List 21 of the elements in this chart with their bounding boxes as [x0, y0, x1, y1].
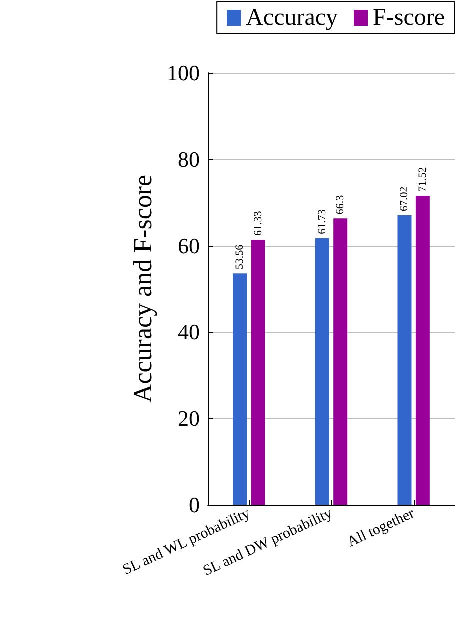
- y-tick-label: 60: [178, 233, 200, 258]
- bar: [315, 238, 330, 505]
- y-tick-label: 20: [178, 406, 200, 432]
- y-axis-title: Accuracy and F-score: [128, 174, 158, 404]
- data-label: 53.56: [234, 244, 246, 270]
- y-tick-label: 100: [167, 60, 200, 86]
- legend-label: F-score: [373, 5, 446, 31]
- bar: [251, 240, 266, 505]
- y-tick-label: 40: [178, 320, 200, 345]
- y-tick-label: 0: [189, 492, 200, 518]
- data-label: 71.52: [416, 167, 429, 192]
- data-label: 61.33: [252, 210, 264, 236]
- y-tick-label: 80: [178, 146, 200, 172]
- bar: [416, 196, 430, 505]
- bar: [233, 274, 248, 505]
- data-label: 61.73: [316, 209, 328, 234]
- data-label: 67.02: [398, 186, 411, 212]
- legend-label: Accuracy: [246, 5, 338, 31]
- bar: [334, 218, 348, 505]
- data-label: 66.3: [334, 194, 347, 215]
- bar: [398, 215, 412, 505]
